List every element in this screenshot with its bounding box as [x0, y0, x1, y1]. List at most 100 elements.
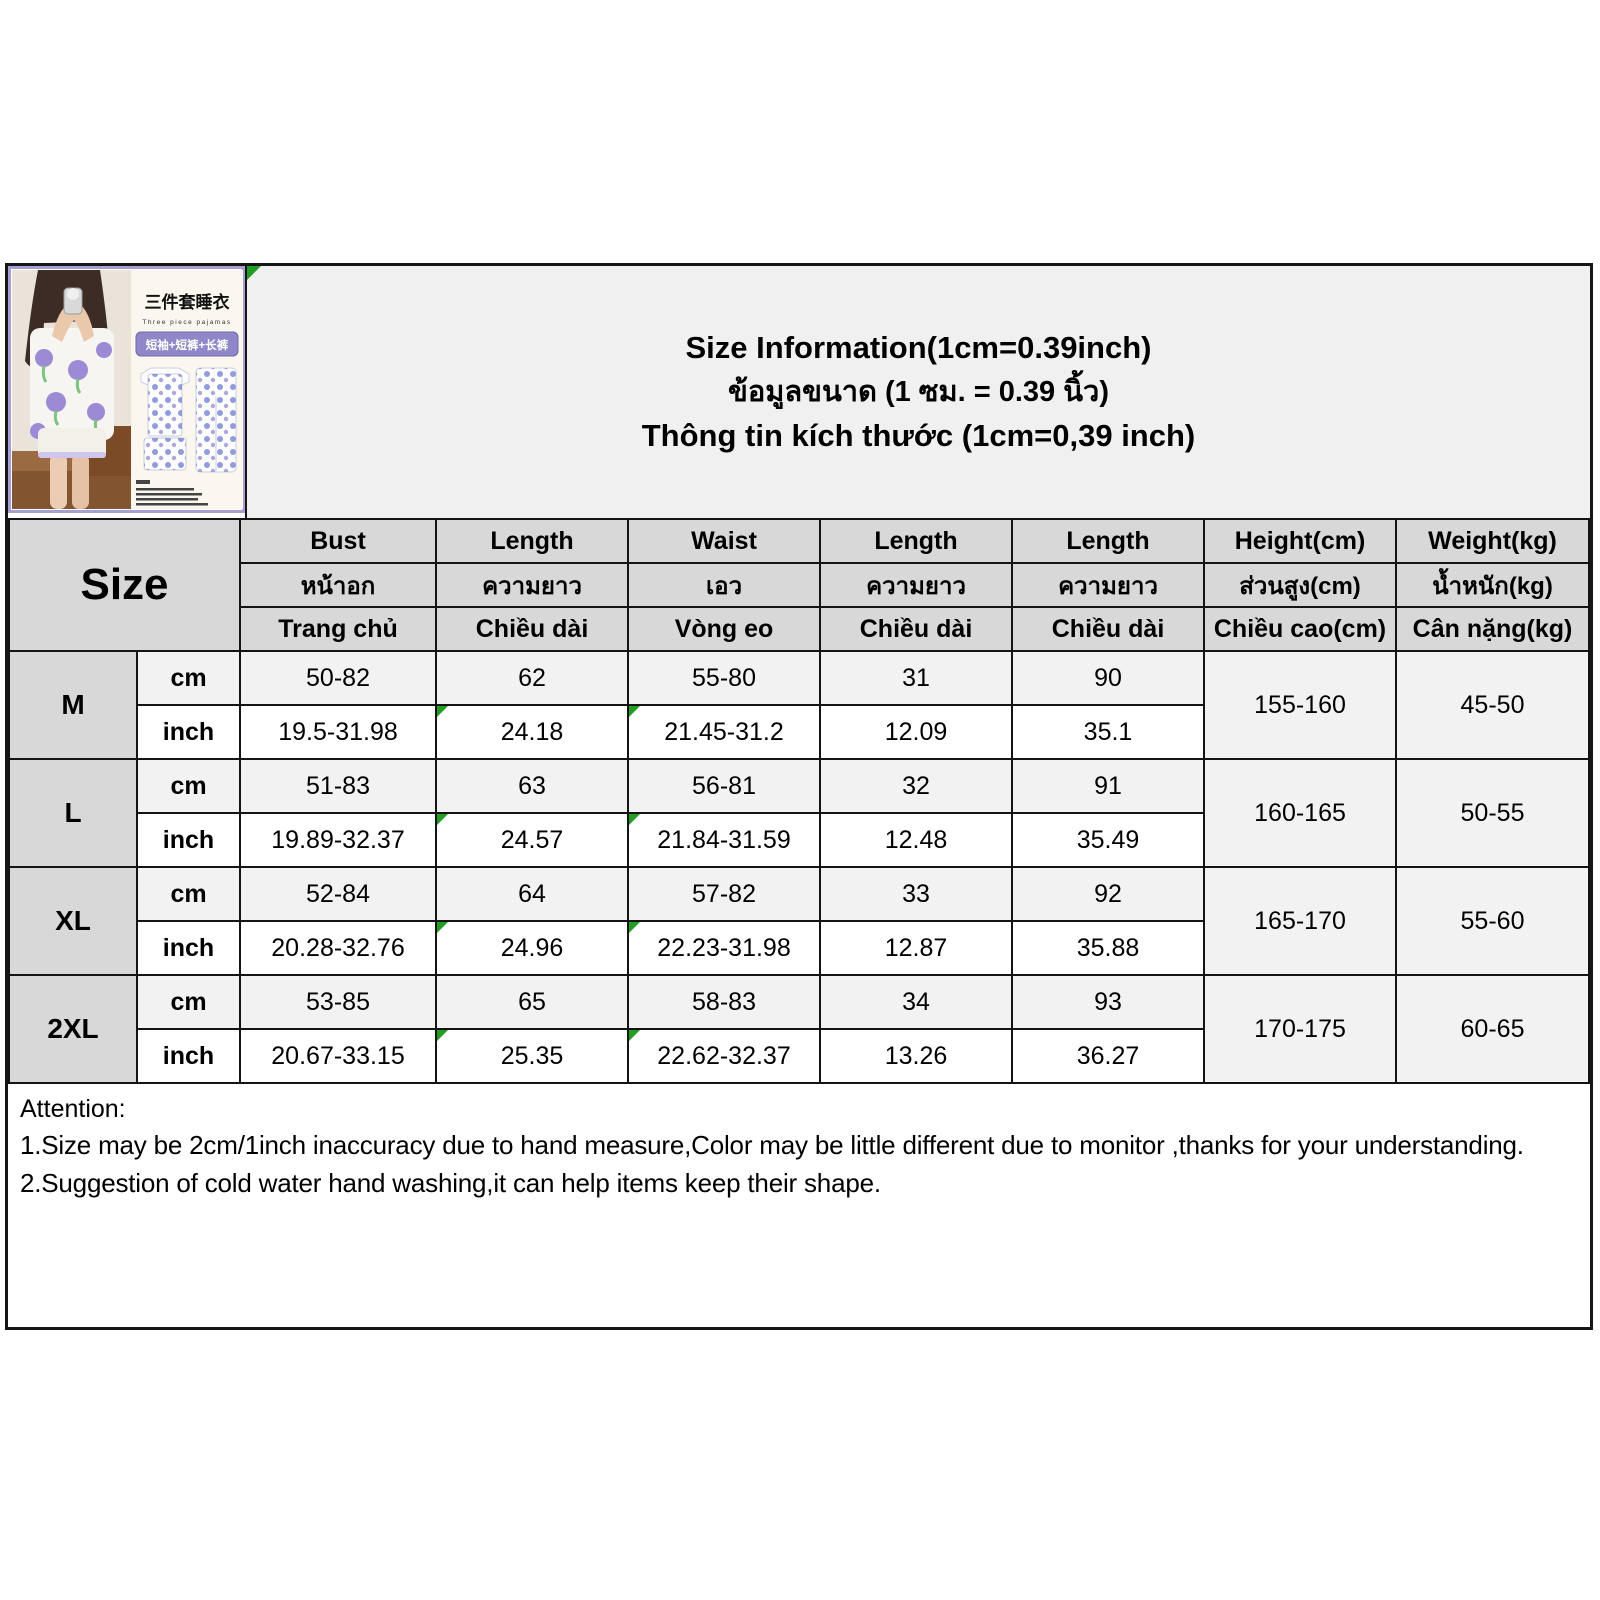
row-l-cm: L cm 51-83 63 56-81 32 91 160-165 50-55	[8, 758, 1591, 868]
col-waist-th: เอว	[627, 562, 822, 608]
unit-inch: inch	[135, 1028, 242, 1084]
col-height-th: ส่วนสูง(cm)	[1203, 562, 1398, 608]
card-fineprint-lines	[136, 480, 208, 506]
unit-inch: inch	[135, 920, 242, 976]
col-length1-vi: Chiều dài	[435, 606, 630, 652]
cell-m-waist-inch: 21.45-31.2	[627, 704, 822, 760]
card-badge: 短袖+短裤+长裤	[146, 338, 229, 352]
cell-2xl-weight: 60-65	[1395, 974, 1591, 1084]
cell-m-length1-inch: 24.18	[435, 704, 630, 760]
col-length2-th: ความยาว	[819, 562, 1014, 608]
cell-l-length2-cm: 32	[819, 758, 1014, 814]
cell-xl-waist-cm: 57-82	[627, 866, 822, 922]
attention-section: Attention: 1.Size may be 2cm/1inch inacc…	[8, 1084, 1590, 1327]
cell-xl-length2-inch: 12.87	[819, 920, 1014, 976]
cell-l-bust-cm: 51-83	[239, 758, 438, 814]
title-vi: Thông tin kích thước (1cm=0,39 inch)	[641, 418, 1196, 453]
cell-xl-length3-cm: 92	[1011, 866, 1206, 922]
size-header: Size	[7, 518, 242, 652]
cell-m-length2-inch: 12.09	[819, 704, 1014, 760]
cell-l-length1-inch: 24.57	[435, 812, 630, 868]
row-m-cm: M cm 50-82 62 55-80 31 90 155-160 45-50	[8, 650, 1591, 760]
cell-2xl-length3-cm: 93	[1011, 974, 1206, 1030]
cell-xl-length3-inch: 35.88	[1011, 920, 1206, 976]
col-length3-en: Length	[1011, 518, 1206, 564]
product-card: 三件套睡衣 Three piece pajamas 短袖+短裤+长裤	[8, 266, 247, 518]
col-waist-en: Waist	[627, 518, 822, 564]
cell-m-bust-cm: 50-82	[239, 650, 438, 706]
cell-xl-bust-cm: 52-84	[239, 866, 438, 922]
cell-m-length1-cm: 62	[435, 650, 630, 706]
col-bust-th: หน้าอก	[239, 562, 438, 608]
cell-xl-length1-inch: 24.96	[435, 920, 630, 976]
col-length1-th: ความยาว	[435, 562, 630, 608]
cell-m-waist-cm: 55-80	[627, 650, 822, 706]
top-row: 三件套睡衣 Three piece pajamas 短袖+短裤+长裤	[8, 266, 1590, 518]
unit-inch: inch	[135, 704, 242, 760]
cell-2xl-bust-cm: 53-85	[239, 974, 438, 1030]
header-row-th: หน้าอก ความยาว เอว ความยาว ความยาว ส่วนส…	[9, 562, 1591, 608]
header-row-vi: Trang chủ Chiều dài Vòng eo Chiều dài Ch…	[9, 606, 1591, 652]
cell-l-waist-inch: 21.84-31.59	[627, 812, 822, 868]
row-l-inch: inch 19.89-32.37 24.57 21.84-31.59 12.48…	[9, 812, 1589, 868]
cell-2xl-length1-inch: 25.35	[435, 1028, 630, 1084]
row-xl-cm: XL cm 52-84 64 57-82 33 92 165-170 55-60	[8, 866, 1591, 976]
cell-l-length1-cm: 63	[435, 758, 630, 814]
size-label-l: L	[8, 758, 138, 868]
size-table: Size Bust Length Waist Length Length Hei…	[7, 518, 1591, 1084]
cell-2xl-waist-inch: 22.62-32.37	[627, 1028, 822, 1084]
col-height-vi: Chiều cao(cm)	[1203, 606, 1398, 652]
cell-l-length3-cm: 91	[1011, 758, 1206, 814]
cell-m-length3-cm: 90	[1011, 650, 1206, 706]
cell-xl-bust-inch: 20.28-32.76	[239, 920, 438, 976]
col-length2-vi: Chiều dài	[819, 606, 1014, 652]
cell-xl-weight: 55-60	[1395, 866, 1591, 976]
col-length2-en: Length	[819, 518, 1014, 564]
unit-inch: inch	[135, 812, 242, 868]
col-length3-th: ความยาว	[1011, 562, 1206, 608]
cell-l-length3-inch: 35.49	[1011, 812, 1206, 868]
cell-m-bust-inch: 19.5-31.98	[239, 704, 438, 760]
size-sheet: 三件套睡衣 Three piece pajamas 短袖+短裤+长裤	[5, 263, 1593, 1330]
unit-cm: cm	[135, 650, 242, 706]
card-title-zh: 三件套睡衣	[145, 292, 230, 313]
col-weight-vi: Cân nặng(kg)	[1395, 606, 1591, 652]
cell-l-length2-inch: 12.48	[819, 812, 1014, 868]
size-label-xl: XL	[8, 866, 138, 976]
cell-xl-height: 165-170	[1203, 866, 1398, 976]
size-label-2xl: 2XL	[8, 974, 138, 1084]
cell-m-length2-cm: 31	[819, 650, 1014, 706]
col-waist-vi: Vòng eo	[627, 606, 822, 652]
cell-m-weight: 45-50	[1395, 650, 1591, 760]
cell-l-weight: 50-55	[1395, 758, 1591, 868]
cell-m-height: 155-160	[1203, 650, 1398, 760]
title-th: ข้อมูลขนาด (1 ซม. = 0.39 นิ้ว)	[728, 376, 1109, 408]
attention-line-2: 2.Suggestion of cold water hand washing,…	[20, 1168, 881, 1198]
title-en: Size Information(1cm=0.39inch)	[685, 330, 1152, 365]
col-weight-th: น้ำหนัก(kg)	[1395, 562, 1591, 608]
flatlay-illustration	[140, 367, 237, 473]
product-photo-illustration: 三件套睡衣 Three piece pajamas 短袖+短裤+长裤	[8, 266, 245, 513]
col-weight-en: Weight(kg)	[1395, 518, 1591, 564]
cell-l-waist-cm: 56-81	[627, 758, 822, 814]
col-bust-en: Bust	[239, 518, 438, 564]
cell-2xl-waist-cm: 58-83	[627, 974, 822, 1030]
unit-cm: cm	[135, 758, 242, 814]
col-height-en: Height(cm)	[1203, 518, 1398, 564]
cell-2xl-length2-cm: 34	[819, 974, 1014, 1030]
cell-l-height: 160-165	[1203, 758, 1398, 868]
card-subtitle-en: Three piece pajamas	[142, 319, 231, 326]
cell-l-bust-inch: 19.89-32.37	[239, 812, 438, 868]
col-length1-en: Length	[435, 518, 630, 564]
cell-2xl-length3-inch: 36.27	[1011, 1028, 1206, 1084]
cell-2xl-bust-inch: 20.67-33.15	[239, 1028, 438, 1084]
attention-line-1: 1.Size may be 2cm/1inch inaccuracy due t…	[20, 1130, 1524, 1160]
cell-m-length3-inch: 35.1	[1011, 704, 1206, 760]
header-row-en: Size Bust Length Waist Length Length Hei…	[7, 518, 1591, 652]
row-2xl-inch: inch 20.67-33.15 25.35 22.62-32.37 13.26…	[9, 1028, 1589, 1084]
attention-title: Attention:	[20, 1095, 126, 1123]
model-photo	[12, 270, 131, 509]
cell-2xl-height: 170-175	[1203, 974, 1398, 1084]
cell-2xl-length1-cm: 65	[435, 974, 630, 1030]
